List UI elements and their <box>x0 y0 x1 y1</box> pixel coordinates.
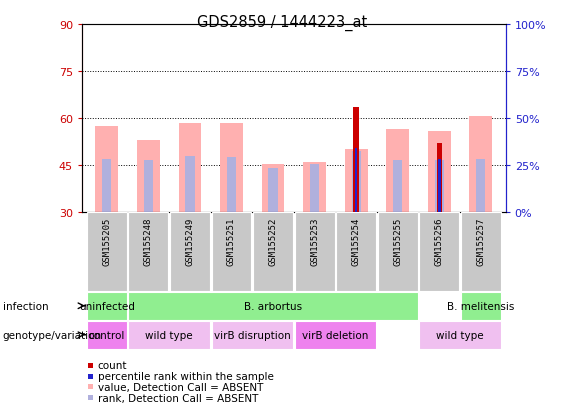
Text: B. arbortus: B. arbortus <box>244 301 302 311</box>
Bar <box>87 292 127 320</box>
Text: value, Detection Call = ABSENT: value, Detection Call = ABSENT <box>98 382 263 392</box>
Bar <box>220 123 243 213</box>
Bar <box>437 144 442 213</box>
Bar <box>185 157 194 213</box>
Bar <box>268 169 277 213</box>
Bar <box>128 213 168 291</box>
Bar <box>438 159 441 213</box>
Bar <box>144 161 153 213</box>
Text: virB deletion: virB deletion <box>302 330 368 340</box>
Bar <box>211 213 251 291</box>
Bar <box>303 163 326 213</box>
Text: count: count <box>98 361 127 370</box>
Text: B. melitensis: B. melitensis <box>447 301 515 311</box>
Bar <box>470 117 492 213</box>
Bar <box>378 213 418 291</box>
Text: rank, Detection Call = ABSENT: rank, Detection Call = ABSENT <box>98 393 258 403</box>
Text: virB disruption: virB disruption <box>214 330 290 340</box>
Bar <box>393 161 402 213</box>
Text: GSM155255: GSM155255 <box>393 217 402 266</box>
Text: GSM155249: GSM155249 <box>185 217 194 266</box>
Bar <box>128 292 418 320</box>
Bar <box>434 161 444 213</box>
Bar <box>137 141 160 213</box>
Bar <box>419 321 501 349</box>
Bar <box>170 213 210 291</box>
Bar <box>386 130 409 213</box>
Text: GSM155248: GSM155248 <box>144 217 153 266</box>
Bar <box>253 213 293 291</box>
Bar <box>351 152 360 213</box>
Text: GSM155256: GSM155256 <box>434 217 444 266</box>
Bar <box>354 108 359 213</box>
Bar <box>461 213 501 291</box>
Bar <box>211 321 293 349</box>
Bar <box>294 213 334 291</box>
Bar <box>95 126 118 213</box>
Text: GSM155252: GSM155252 <box>268 217 277 266</box>
Bar <box>227 158 236 213</box>
Bar <box>345 150 368 213</box>
Bar <box>419 213 459 291</box>
Text: wild type: wild type <box>436 330 484 340</box>
Bar <box>294 321 376 349</box>
Text: infection: infection <box>3 301 49 311</box>
Text: control: control <box>89 330 125 340</box>
Bar <box>179 123 201 213</box>
Bar <box>355 149 358 213</box>
Text: GSM155254: GSM155254 <box>351 217 360 266</box>
Text: genotype/variation: genotype/variation <box>3 330 102 340</box>
Bar <box>87 213 127 291</box>
Bar <box>262 164 284 213</box>
Text: GSM155205: GSM155205 <box>102 217 111 266</box>
Bar <box>461 292 501 320</box>
Text: uninfected: uninfected <box>79 301 135 311</box>
Bar <box>87 321 127 349</box>
Bar <box>428 131 451 213</box>
Bar <box>128 321 210 349</box>
Text: wild type: wild type <box>145 330 193 340</box>
Text: percentile rank within the sample: percentile rank within the sample <box>98 371 273 381</box>
Bar <box>310 164 319 213</box>
Bar <box>102 159 111 213</box>
Bar <box>476 159 485 213</box>
Text: GDS2859 / 1444223_at: GDS2859 / 1444223_at <box>197 14 368 31</box>
Text: GSM155251: GSM155251 <box>227 217 236 266</box>
Bar <box>336 213 376 291</box>
Text: GSM155257: GSM155257 <box>476 217 485 266</box>
Text: GSM155253: GSM155253 <box>310 217 319 266</box>
